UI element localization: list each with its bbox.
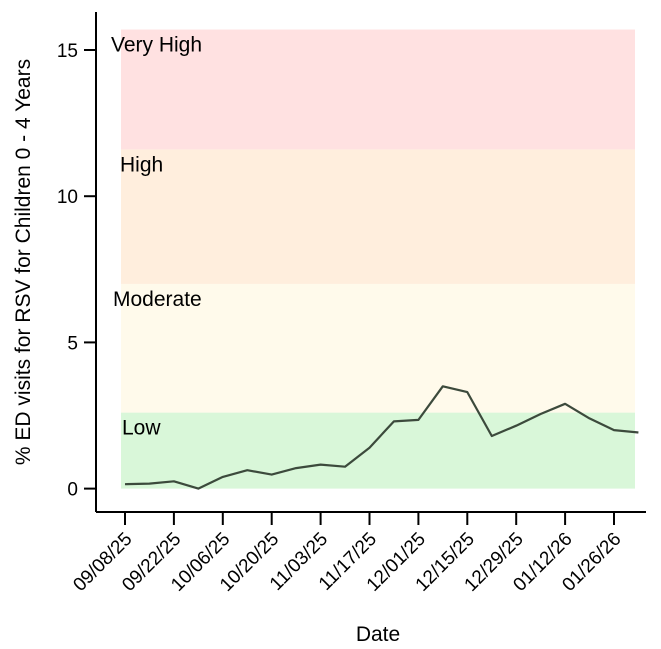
y-tick-label: 0 [67, 480, 78, 501]
y-axis-title: % ED visits for RSV for Children 0 - 4 Y… [12, 59, 35, 465]
x-axis-ticks: 09/08/2509/22/2510/06/2510/20/2511/03/25… [69, 512, 626, 596]
series-layer [124, 385, 639, 490]
band-label-low: Low [122, 417, 161, 440]
band-very-high [121, 29, 635, 150]
series-line-0 [124, 385, 639, 490]
y-tick-label: 5 [67, 333, 78, 354]
band-label-moderate: Moderate [113, 288, 202, 311]
band-label-high: High [120, 153, 163, 176]
y-tick-label: 15 [57, 41, 78, 62]
band-high [121, 149, 635, 284]
activity-level-labels: Low Moderate High Very High [111, 34, 202, 440]
band-label-very-high: Very High [111, 34, 202, 57]
y-tick-label: 10 [57, 187, 78, 208]
x-axis-title: Date [356, 623, 400, 646]
band-moderate [121, 283, 635, 413]
activity-level-bands [121, 29, 635, 489]
y-axis-ticks: 0 5 10 15 [57, 41, 96, 501]
band-low [121, 412, 635, 489]
